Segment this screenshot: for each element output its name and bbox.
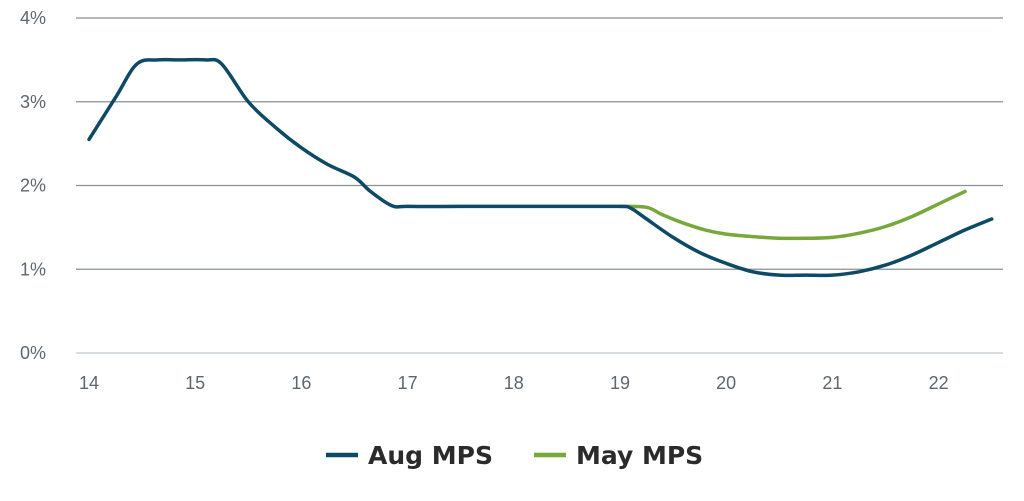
legend-item-aug-mps: Aug MPS [326,441,493,470]
gridlines [76,17,1003,354]
legend-item-may-mps: May MPS [534,441,703,470]
series-line-may-mps [618,189,967,241]
y-tick-label: 1% [20,259,46,279]
y-tick-label: 3% [20,92,46,112]
x-tick-label: 22 [929,373,949,393]
legend-label: Aug MPS [368,441,493,470]
y-tick-label: 0% [20,343,46,363]
x-tick-label: 18 [504,373,524,393]
x-tick-label: 17 [398,373,418,393]
x-axis-tick-labels: 14 15 16 17 18 19 20 21 22 [79,373,949,393]
x-tick-label: 20 [716,373,736,393]
x-tick-label: 14 [79,373,99,393]
series-line-aug-mps [87,57,994,278]
x-tick-label: 16 [291,373,311,393]
x-tick-label: 21 [822,373,842,393]
y-axis-tick-labels: 0% 1% 2% 3% 4% [20,8,46,363]
x-tick-label: 19 [610,373,630,393]
series-lines [87,57,994,278]
y-tick-label: 2% [20,176,46,196]
y-tick-label: 4% [20,8,46,28]
legend: Aug MPS May MPS [326,441,703,470]
x-tick-label: 15 [185,373,205,393]
legend-label: May MPS [576,441,703,470]
